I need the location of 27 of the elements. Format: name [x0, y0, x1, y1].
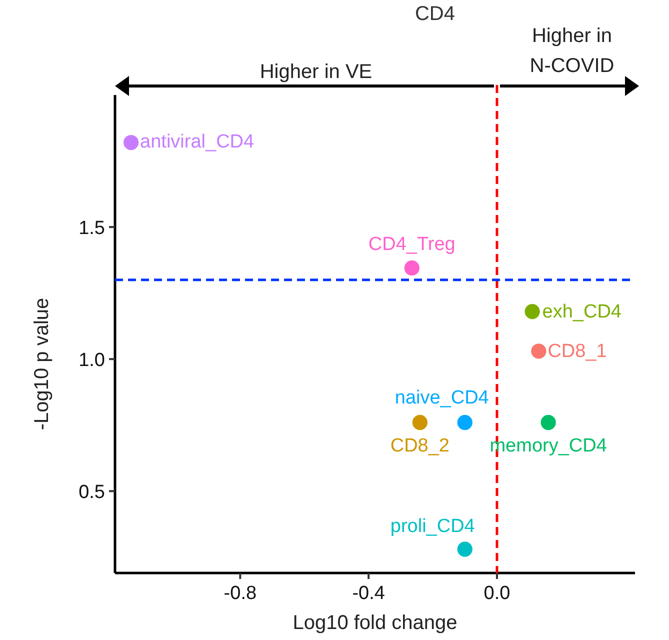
- y-axis-title: -Log10 p value: [31, 298, 53, 430]
- series-label: CD8_1: [548, 341, 607, 362]
- x-tick-label: -0.8: [224, 583, 257, 604]
- point: [412, 414, 428, 430]
- chart-title: CD4: [414, 3, 456, 25]
- x-axis-title: Log10 fold change: [292, 612, 458, 634]
- x-tick-label: -0.4: [352, 583, 386, 604]
- point: [540, 414, 556, 430]
- point: [457, 542, 472, 557]
- series-label: naive_CD4: [394, 387, 490, 408]
- text: Higher in N-COVID: [530, 25, 614, 77]
- point: [531, 344, 546, 359]
- x-tick-label: 0.0: [484, 583, 510, 604]
- series-label: CD4_Treg: [368, 234, 456, 255]
- series-label: proli_CD4: [390, 516, 476, 538]
- series-label: memory_CD4: [490, 435, 608, 456]
- y-tick-label: 0.5: [78, 482, 105, 504]
- series-label: antiviral_CD4: [140, 132, 255, 153]
- point: [123, 134, 139, 150]
- series-label: CD8_2: [390, 435, 450, 456]
- point: [524, 304, 540, 320]
- point: [404, 260, 420, 276]
- series-label: exh_CD4: [542, 302, 622, 323]
- text: Higher in VE: [260, 61, 372, 83]
- y-tick-label: 1.0: [78, 350, 105, 372]
- point: [457, 414, 472, 430]
- y-tick-label: 1.5: [78, 218, 105, 240]
